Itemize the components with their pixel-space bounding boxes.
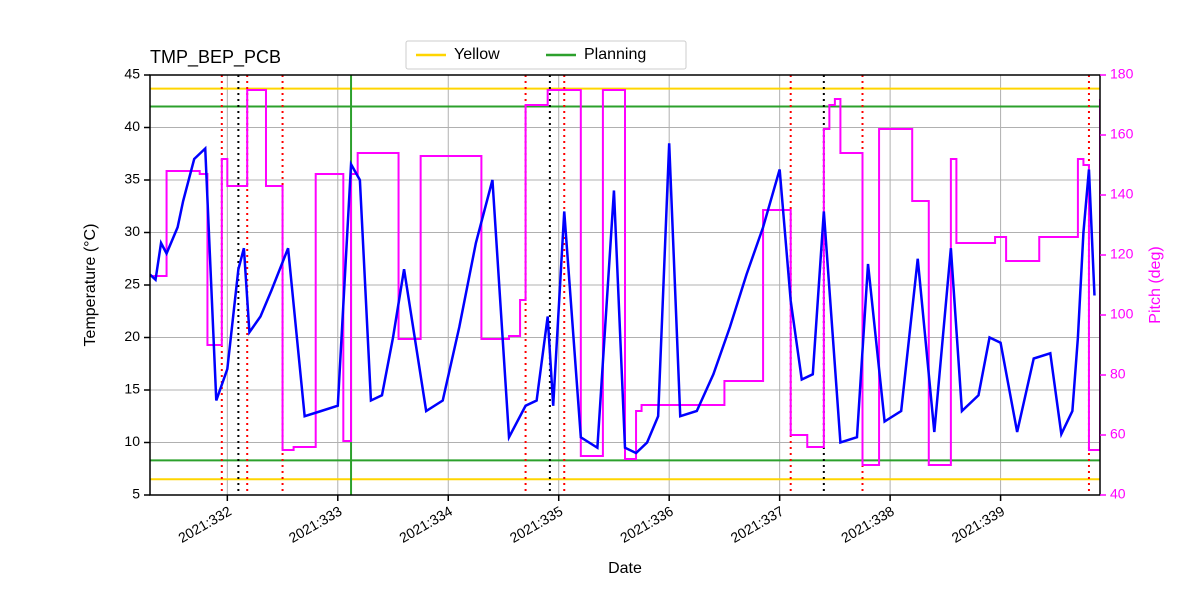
y-right-tick-label: 140 [1110, 186, 1134, 202]
y-left-tick-label: 10 [124, 433, 140, 449]
y-right-tick-label: 160 [1110, 126, 1134, 142]
y-left-tick-label: 40 [124, 118, 140, 134]
y-left-tick-label: 20 [124, 328, 140, 344]
y-left-tick-label: 35 [124, 171, 140, 187]
y-left-tick-label: 25 [124, 276, 140, 292]
y-right-tick-label: 80 [1110, 366, 1126, 382]
y-left-tick-label: 45 [124, 66, 140, 82]
x-label: Date [608, 560, 642, 577]
chart-container: 5101520253035404540608010012014016018020… [0, 0, 1200, 600]
legend-label: Planning [584, 46, 646, 63]
y-left-tick-label: 5 [132, 486, 140, 502]
y-right-label: Pitch (deg) [1147, 246, 1164, 323]
y-right-tick-label: 40 [1110, 486, 1126, 502]
y-left-tick-label: 15 [124, 381, 140, 397]
y-right-tick-label: 100 [1110, 306, 1134, 322]
y-right-tick-label: 180 [1110, 66, 1134, 82]
chart-title: TMP_BEP_PCB [150, 47, 281, 68]
chart-svg: 5101520253035404540608010012014016018020… [0, 0, 1200, 600]
y-right-tick-label: 60 [1110, 426, 1126, 442]
y-right-tick-label: 120 [1110, 246, 1134, 262]
legend-label: Yellow [454, 46, 500, 63]
y-left-tick-label: 30 [124, 223, 140, 239]
y-left-label: Temperature (°C) [82, 224, 99, 347]
